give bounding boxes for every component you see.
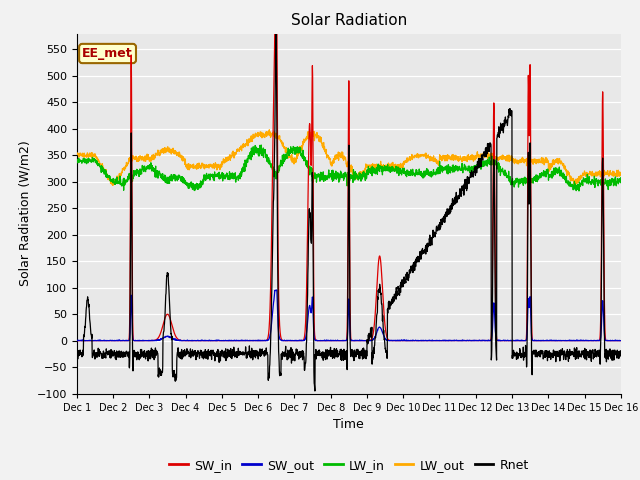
Title: Solar Radiation: Solar Radiation xyxy=(291,13,407,28)
X-axis label: Time: Time xyxy=(333,418,364,431)
Legend: SW_in, SW_out, LW_in, LW_out, Rnet: SW_in, SW_out, LW_in, LW_out, Rnet xyxy=(164,454,534,477)
Text: EE_met: EE_met xyxy=(82,47,133,60)
Y-axis label: Solar Radiation (W/m2): Solar Radiation (W/m2) xyxy=(18,141,31,287)
